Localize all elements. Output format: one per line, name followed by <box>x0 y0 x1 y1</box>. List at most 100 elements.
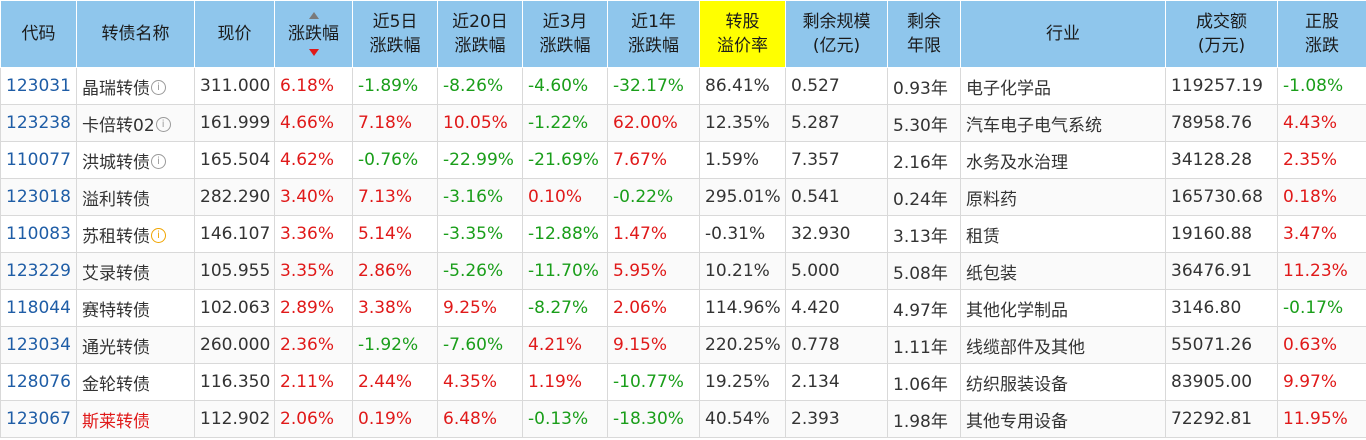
col-header-chg5d[interactable]: 近5日 涨跌幅 <box>352 0 438 68</box>
bond-name: 斯莱转债 <box>82 411 150 432</box>
cell-remain_size: 0.527 <box>785 67 888 105</box>
table-row[interactable]: 123238 卡倍转02 i 161.999 4.66% 7.18% 10.05% -1.22… <box>0 104 1366 142</box>
col-header-label: 近1年 <box>631 12 676 32</box>
col-header-code[interactable]: 代码 <box>0 0 77 68</box>
cell-code[interactable]: 110083 <box>0 215 77 253</box>
table-row[interactable]: 110083 苏租转债 i 146.107 3.36% 5.14% -3.35% -12.88… <box>0 215 1366 253</box>
info-icon[interactable]: i <box>155 117 171 132</box>
col-header-chg3m[interactable]: 近3月 涨跌幅 <box>522 0 608 68</box>
cell-name[interactable]: 金轮转债 <box>76 363 195 401</box>
cell-code[interactable]: 110077 <box>0 141 77 179</box>
cell-name[interactable]: 卡倍转02 i <box>76 104 195 142</box>
bond-name: 通光转债 <box>82 337 150 358</box>
cell-chg3m: 1.19% <box>522 363 608 401</box>
cell-industry: 电子化学品 <box>960 67 1166 105</box>
cell-name[interactable]: 斯莱转债 <box>76 400 195 438</box>
cell-price: 161.999 <box>194 104 275 142</box>
cell-code[interactable]: 123031 <box>0 67 77 105</box>
cell-code[interactable]: 128076 <box>0 363 77 401</box>
table-row[interactable]: 123034 通光转债 260.000 2.36% -1.92% -7.60% 4.21% 9… <box>0 326 1366 364</box>
cell-code[interactable]: 123018 <box>0 178 77 216</box>
cell-name[interactable]: 苏租转债 i <box>76 215 195 253</box>
table-row[interactable]: 118044 赛特转债 102.063 2.89% 3.38% 9.25% -8.27% 2.… <box>0 289 1366 327</box>
bond-name: 溢利转债 <box>82 189 150 210</box>
cell-volume: 3146.80 <box>1165 289 1278 327</box>
cell-remain_years: 1.06年 <box>887 363 961 401</box>
col-header-chg[interactable]: 涨跌幅 <box>274 0 353 68</box>
cell-chg: 3.40% <box>274 178 353 216</box>
cell-code[interactable]: 123238 <box>0 104 77 142</box>
cell-name[interactable]: 洪城转债 i <box>76 141 195 179</box>
cell-remain_years: 2.16年 <box>887 141 961 179</box>
cell-name[interactable]: 溢利转债 <box>76 178 195 216</box>
cell-chg1y: -0.22% <box>607 178 700 216</box>
cell-industry: 水务及水治理 <box>960 141 1166 179</box>
col-header-premium[interactable]: 转股 溢价率 <box>699 0 786 68</box>
cell-chg3m: -1.22% <box>522 104 608 142</box>
cell-industry: 其他专用设备 <box>960 400 1166 438</box>
cell-chg20d: -8.26% <box>437 67 523 105</box>
cell-code[interactable]: 123034 <box>0 326 77 364</box>
col-header-industry[interactable]: 行业 <box>960 0 1166 68</box>
bond-name: 晶瑞转债 <box>82 78 150 99</box>
cell-volume: 72292.81 <box>1165 400 1278 438</box>
cell-chg1y: 7.67% <box>607 141 700 179</box>
cell-chg1y: 2.06% <box>607 289 700 327</box>
cell-name[interactable]: 通光转债 <box>76 326 195 364</box>
col-header-remain_years[interactable]: 剩余 年限 <box>887 0 961 68</box>
cell-code[interactable]: 123067 <box>0 400 77 438</box>
cell-chg5d: 2.86% <box>352 252 438 290</box>
table-row[interactable]: 123018 溢利转债 282.290 3.40% 7.13% -3.16% 0.10% -0… <box>0 178 1366 216</box>
col-header-remain_size[interactable]: 剩余规模 (亿元) <box>785 0 888 68</box>
cell-chg5d: 5.14% <box>352 215 438 253</box>
cell-chg3m: -11.70% <box>522 252 608 290</box>
col-header-label: 转债名称 <box>101 24 170 44</box>
col-header-name[interactable]: 转债名称 <box>76 0 195 68</box>
cell-remain_years: 1.98年 <box>887 400 961 438</box>
cell-code[interactable]: 123229 <box>0 252 77 290</box>
cell-chg20d: -7.60% <box>437 326 523 364</box>
cell-chg20d: 6.48% <box>437 400 523 438</box>
cell-stock_chg: 11.23% <box>1277 252 1366 290</box>
cell-chg3m: -12.88% <box>522 215 608 253</box>
cell-remain_size: 7.357 <box>785 141 888 179</box>
table-row[interactable]: 110077 洪城转债 i 165.504 4.62% -0.76% -22.99% -21.… <box>0 141 1366 179</box>
cell-premium: 10.21% <box>699 252 786 290</box>
cell-volume: 36476.91 <box>1165 252 1278 290</box>
info-icon[interactable]: i <box>151 154 166 169</box>
table-row[interactable]: 123229 艾录转债 105.955 3.35% 2.86% -5.26% -11.70%… <box>0 252 1366 290</box>
bond-name: 艾录转债 <box>82 263 150 284</box>
cell-premium: 1.59% <box>699 141 786 179</box>
warning-icon[interactable]: i <box>151 228 166 243</box>
cell-remain_size: 2.134 <box>785 363 888 401</box>
col-header-label: 现价 <box>217 24 252 44</box>
cell-chg3m: 4.21% <box>522 326 608 364</box>
cell-name[interactable]: 艾录转债 <box>76 252 195 290</box>
sort-up-icon[interactable] <box>308 12 319 19</box>
cell-price: 112.902 <box>194 400 275 438</box>
cell-volume: 78958.76 <box>1165 104 1278 142</box>
col-header-label: 年限 <box>907 36 941 56</box>
sort-down-icon[interactable] <box>308 49 319 56</box>
cell-name[interactable]: 晶瑞转债 i <box>76 67 195 105</box>
col-header-volume[interactable]: 成交额 (万元) <box>1165 0 1278 68</box>
cell-code[interactable]: 118044 <box>0 289 77 327</box>
col-header-label: (万元) <box>1197 36 1246 56</box>
cell-name[interactable]: 赛特转债 <box>76 289 195 327</box>
cell-price: 165.504 <box>194 141 275 179</box>
cell-chg5d: 7.13% <box>352 178 438 216</box>
info-icon[interactable]: i <box>151 80 166 95</box>
col-header-label: (亿元) <box>812 36 861 56</box>
col-header-chg20d[interactable]: 近20日 涨跌幅 <box>437 0 523 68</box>
cell-chg: 3.36% <box>274 215 353 253</box>
col-header-price[interactable]: 现价 <box>194 0 275 68</box>
cell-stock_chg: 0.18% <box>1277 178 1366 216</box>
col-header-stock_chg[interactable]: 正股 涨跌 <box>1277 0 1366 68</box>
col-header-chg1y[interactable]: 近1年 涨跌幅 <box>607 0 700 68</box>
cell-stock_chg: 9.97% <box>1277 363 1366 401</box>
table-row[interactable]: 123067 斯莱转债 112.902 2.06% 0.19% 6.48% -0.13% -1… <box>0 400 1366 438</box>
cell-remain_years: 3.13年 <box>887 215 961 253</box>
table-row[interactable]: 123031 晶瑞转债 i 311.000 6.18% -1.89% -8.26% -4.60… <box>0 67 1366 105</box>
table-row[interactable]: 128076 金轮转债 116.350 2.11% 2.44% 4.35% 1.19% -10… <box>0 363 1366 401</box>
